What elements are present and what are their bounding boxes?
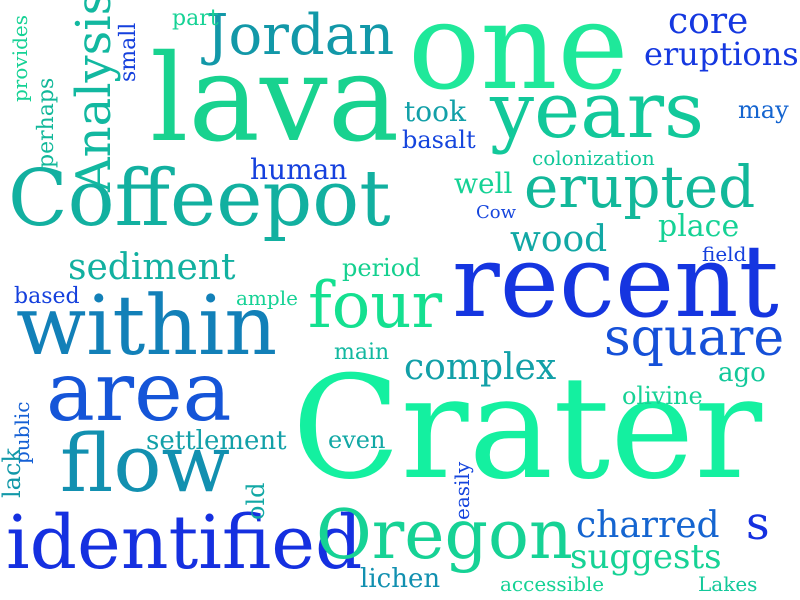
word-easily: easily [450,461,474,520]
word-complex: complex [404,347,557,388]
word-place: place [658,209,740,244]
word-period: period [342,254,421,282]
word-main: main [334,340,390,365]
word-took: took [404,95,466,128]
word-lava: lava [150,30,400,169]
word-basalt: basalt [402,126,476,154]
word-within: within [16,279,278,374]
word-suggests: suggests [570,537,722,577]
word-core: core [668,1,749,42]
word-olivine: olivine [622,382,703,410]
word-colonization: colonization [532,146,655,170]
word-eruptions: eruptions [644,35,799,73]
word-s: s [746,496,770,550]
word-one: one [408,0,629,117]
word-part: part [172,6,219,31]
word-lakes: Lakes [698,572,758,596]
word-four: four [308,269,443,343]
word-identified: identified [6,500,363,586]
word-human: human [250,153,348,186]
word-accessible: accessible [500,572,605,596]
word-based: based [14,284,80,309]
word-square: square [604,308,785,368]
word-old: old [242,482,270,521]
word-sediment: sediment [68,247,236,288]
word-wood: wood [510,219,608,260]
word-charred: charred [576,505,720,546]
word-field: field [702,242,747,266]
word-analysis: Analysis [66,0,122,192]
word-cow: Cow [476,202,517,223]
word-small: small [116,22,141,82]
word-coffeepot: Coffeepot [8,154,391,244]
word-area: area [46,345,232,440]
word-even: even [328,426,386,454]
word-settlement: settlement [146,426,287,456]
word-erupted: erupted [524,153,756,221]
word-recent: recent [452,223,779,340]
word-crater: Crater [292,346,763,511]
word-oregon: Oregon [316,496,573,575]
word-lack: lack [0,448,26,498]
word-lichen: lichen [360,564,441,594]
word-years: years [490,66,705,156]
word-provides: provides [8,14,32,102]
word-well: well [454,167,513,200]
word-may: may [738,96,789,124]
word-ample: ample [236,286,298,310]
word-ago: ago [718,358,766,388]
word-flow: flow [60,417,230,510]
word-jordan: Jordan [206,3,395,68]
word-perhaps: perhaps [34,77,59,168]
